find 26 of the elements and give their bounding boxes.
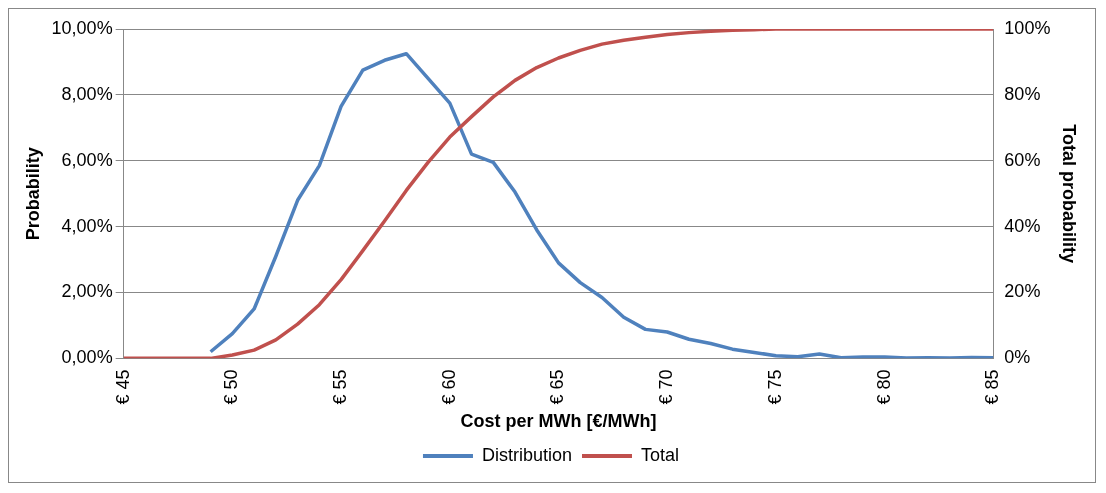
y-tick-label: 10,00% — [51, 17, 113, 38]
y-tick-label: 8,00% — [61, 83, 113, 104]
y2-tick-label: 100% — [1004, 17, 1051, 38]
x-tick-label: € 75 — [764, 369, 785, 405]
y2-tick-label: 40% — [1004, 215, 1041, 236]
legend-label: Total — [641, 444, 680, 465]
legend-label: Distribution — [481, 444, 573, 465]
y2-tick-label: 60% — [1004, 149, 1041, 170]
y-tick-label: 2,00% — [61, 281, 113, 302]
y2-axis-title: Total probability — [1059, 124, 1080, 264]
x-tick-label: € 65 — [547, 369, 568, 405]
x-tick-label: € 85 — [982, 369, 1003, 405]
x-axis-title: Cost per MWh [€/MWh] — [460, 411, 657, 432]
x-tick-label: € 55 — [330, 369, 351, 405]
y-tick-label: 4,00% — [61, 215, 113, 236]
x-tick-label: € 70 — [656, 369, 677, 405]
y2-tick-label: 0% — [1004, 347, 1031, 368]
x-tick-label: € 45 — [112, 369, 133, 405]
x-tick-label: € 50 — [221, 369, 242, 405]
y2-tick-label: 80% — [1004, 83, 1041, 104]
y-tick-label: 6,00% — [61, 149, 113, 170]
y-axis-title: Probability — [22, 147, 43, 241]
y2-tick-label: 20% — [1004, 281, 1041, 302]
y-tick-label: 0,00% — [61, 347, 113, 368]
x-tick-label: € 60 — [438, 369, 459, 405]
x-tick-label: € 80 — [873, 369, 894, 405]
